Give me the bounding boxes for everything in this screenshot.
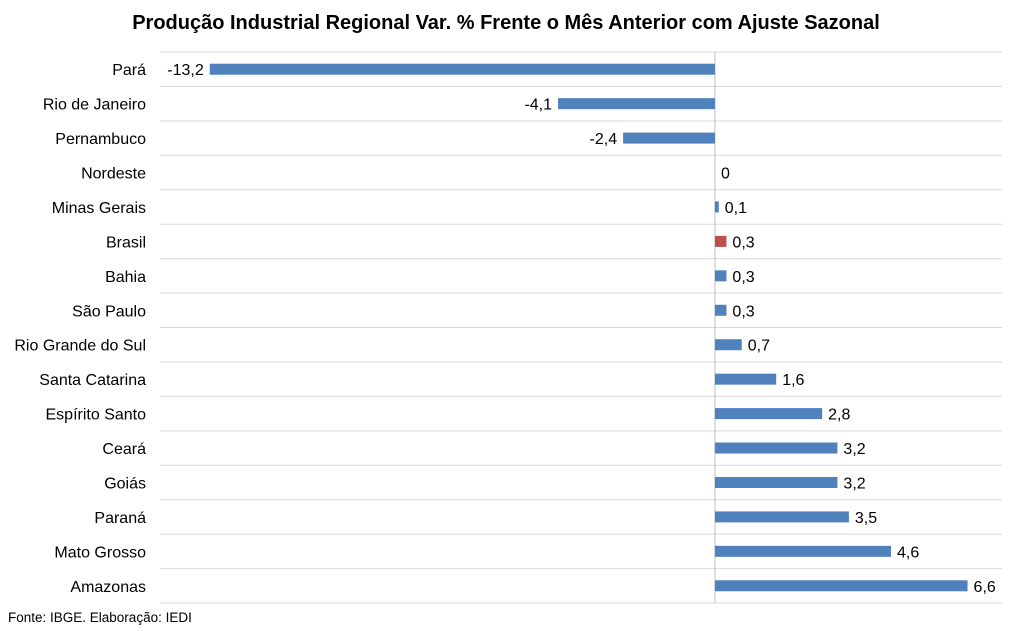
value-label-sao-paulo: 0,3 [732,303,754,320]
value-label-espirito-santo: 2,8 [828,407,850,424]
category-label-mato-grosso: Mato Grosso [54,544,146,561]
bar-pernambuco [623,132,715,144]
category-label-espirito-santo: Espírito Santo [46,407,147,424]
value-label-brasil: 0,3 [732,234,754,251]
bar-ceara [714,442,838,454]
bar-sao-paulo [714,304,727,316]
bar-minas-gerais [714,201,719,213]
bar-bahia [714,270,727,282]
bar-rio-de-janeiro [558,98,715,110]
category-label-nordeste: Nordeste [81,166,146,183]
category-label-santa-catarina: Santa Catarina [39,372,146,389]
bar-espirito-santo [714,408,823,420]
category-label-pernambuco: Pernambuco [55,131,146,148]
category-label-bahia: Bahia [105,269,146,286]
value-label-amazonas: 6,6 [974,579,996,596]
category-label-minas-gerais: Minas Gerais [52,200,146,217]
category-label-para: Pará [112,62,146,79]
category-label-ceara: Ceará [102,441,146,458]
value-label-goias: 3,2 [843,475,865,492]
bar-mato-grosso [714,545,892,557]
category-label-sao-paulo: São Paulo [72,303,146,320]
category-label-brasil: Brasil [106,234,146,251]
category-label-goias: Goiás [104,475,146,492]
bar-brasil [714,235,727,247]
value-label-nordeste: 0 [721,166,730,183]
bar-santa-catarina [714,373,777,385]
value-label-para: -13,2 [167,62,204,79]
value-label-ceara: 3,2 [843,441,865,458]
category-label-rio-de-janeiro: Rio de Janeiro [43,97,146,114]
value-label-parana: 3,5 [855,510,877,527]
value-label-bahia: 0,3 [732,269,754,286]
bar-parana [714,511,849,523]
chart-title: Produção Industrial Regional Var. % Fren… [132,12,880,34]
value-label-minas-gerais: 0,1 [725,200,747,217]
value-label-rio-grande-do-sul: 0,7 [748,338,770,355]
bar-amazonas [714,580,968,592]
bar-rio-grande-do-sul [714,339,742,351]
value-label-rio-de-janeiro: -4,1 [524,97,552,114]
category-label-parana: Paraná [94,510,146,527]
bar-goias [714,476,838,488]
value-label-pernambuco: -2,4 [590,131,618,148]
value-label-santa-catarina: 1,6 [782,372,804,389]
category-label-amazonas: Amazonas [70,579,146,596]
bar-para [209,63,715,75]
category-label-rio-grande-do-sul: Rio Grande do Sul [14,338,146,355]
source-note: Fonte: IBGE. Elaboração: IEDI [8,610,192,625]
value-label-mato-grosso: 4,6 [897,544,919,561]
